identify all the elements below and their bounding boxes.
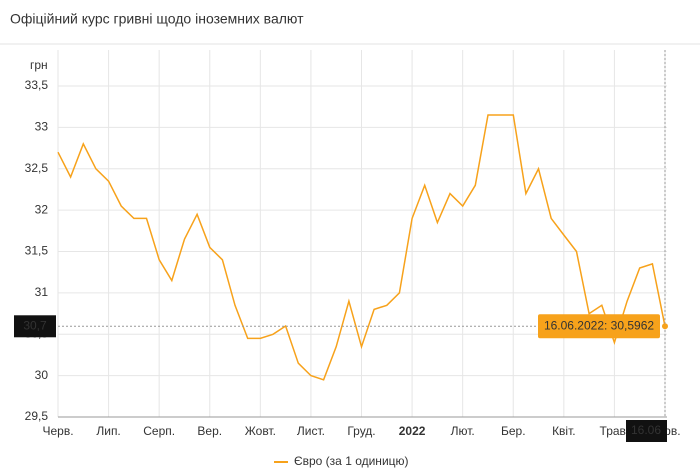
chart-title: Офіційний курс гривні щодо іноземних вал…	[10, 11, 304, 27]
legend-label: Євро (за 1 одиницю)	[294, 454, 409, 468]
y-crosshair-label: 30,7	[23, 318, 47, 332]
x-tick-label: Груд.	[347, 424, 375, 438]
x-crosshair-box	[626, 420, 667, 442]
y-tick-label: 31	[35, 285, 49, 299]
x-tick-label: Трав.	[600, 424, 630, 438]
y-tick-label: 32,5	[25, 161, 49, 175]
x-tick-label: Лист.	[297, 424, 325, 438]
x-tick-label: Лип.	[96, 424, 120, 438]
y-axis-label: грн	[30, 58, 48, 72]
tooltip-box	[538, 314, 660, 339]
y-tick-label: 33,5	[25, 78, 49, 92]
y-tick-label: 31,5	[25, 244, 49, 258]
y-tick-label: 33	[35, 120, 49, 134]
y-tick-label: 29,5	[25, 409, 49, 423]
x-tick-label: Квіт.	[552, 424, 576, 438]
tooltip-text: 16.06.2022: 30,5962	[544, 318, 654, 332]
x-tick-label: Вер.	[197, 424, 222, 438]
x-tick-label: Серп.	[143, 424, 175, 438]
x-tick-label: Бер.	[501, 424, 526, 438]
x-crosshair-label: 16.06	[631, 423, 661, 437]
x-tick-label: Черв.	[42, 424, 73, 438]
x-tick-label: Жовт.	[245, 424, 276, 438]
y-tick-label: 32	[35, 202, 49, 216]
x-tick-label: Лют.	[451, 424, 475, 438]
x-tick-label: 2022	[399, 424, 426, 438]
point-marker	[662, 323, 668, 330]
line-series	[57, 114, 666, 381]
y-tick-label: 30	[35, 368, 49, 382]
y-crosshair-box	[14, 315, 56, 338]
